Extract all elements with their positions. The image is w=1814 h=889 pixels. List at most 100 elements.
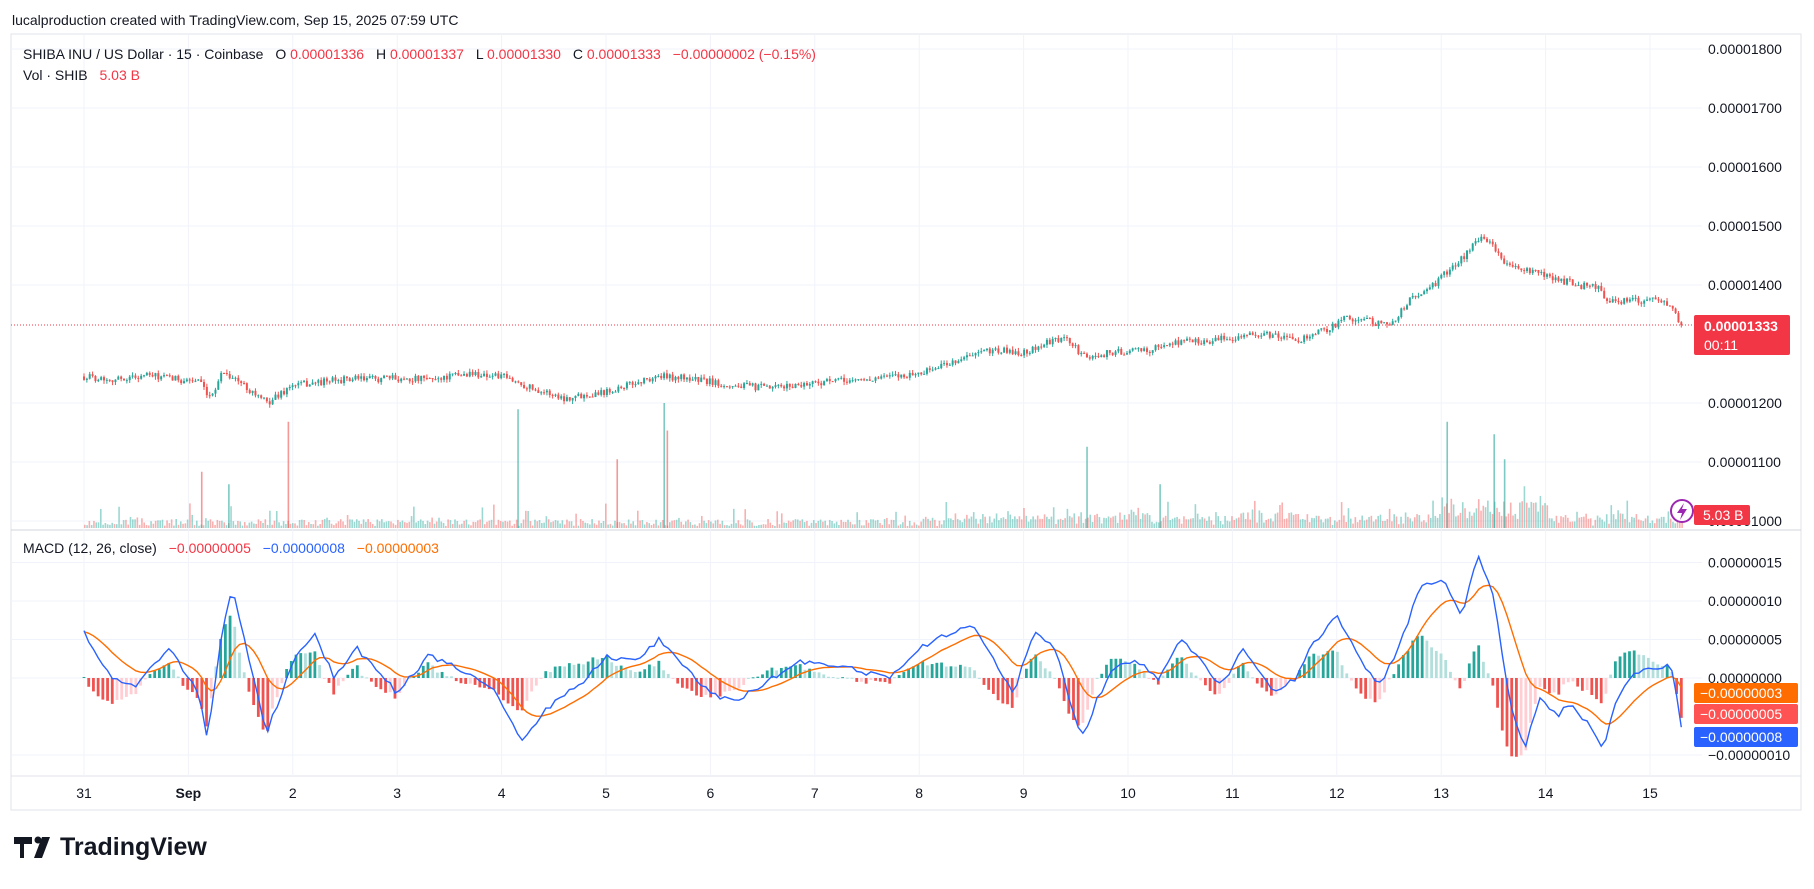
volume-bar: [1425, 522, 1427, 528]
candle-body: [1337, 320, 1340, 328]
volume-bar: [698, 523, 701, 528]
tradingview-logo-text: TradingView: [60, 833, 207, 861]
volume-bar: [874, 520, 877, 528]
candle-body: [900, 374, 903, 378]
candle-body: [154, 373, 157, 377]
volume-bar: [742, 525, 744, 528]
volume-bar: [193, 525, 196, 528]
hist-badge-bg: [1694, 704, 1798, 724]
volume-bar: [419, 519, 422, 528]
macd-histogram-bar: [619, 665, 623, 678]
macd-histogram-bar: [1359, 678, 1363, 694]
volume-bar: [541, 523, 543, 528]
candle-body: [1494, 244, 1497, 252]
candle-body: [1451, 265, 1454, 270]
volume-bar: [1299, 519, 1302, 528]
volume-value: 5.03 B: [99, 67, 139, 83]
volume-bar: [454, 519, 456, 528]
volume-bar: [673, 520, 676, 528]
volume-bar: [109, 524, 111, 528]
candle-body: [443, 375, 446, 380]
volume-bar: [616, 459, 619, 528]
volume-bar: [831, 521, 833, 528]
macd-histogram-bar: [596, 659, 599, 678]
candle-body: [1108, 350, 1111, 353]
candle-body: [168, 375, 171, 377]
volume-bar: [1359, 519, 1361, 528]
candle-body: [1231, 340, 1234, 342]
volume-bar: [1642, 521, 1645, 528]
volume-bar: [678, 517, 680, 528]
volume-bar: [93, 520, 95, 528]
volume-bar: [376, 519, 379, 528]
volume-bar: [1091, 521, 1094, 528]
candle-body: [540, 392, 543, 394]
volume-bar: [915, 524, 918, 528]
candle-body: [1325, 329, 1328, 333]
candle-body: [423, 375, 426, 378]
candle-body: [640, 382, 643, 384]
volume-bar: [1260, 512, 1263, 528]
volume-bar: [822, 521, 824, 528]
volume-bar: [1068, 516, 1071, 528]
candle-body: [225, 372, 228, 374]
candle-body: [1563, 278, 1566, 285]
candle-body: [988, 348, 991, 354]
volume-bar: [413, 506, 415, 528]
volume-bar: [248, 522, 251, 528]
candle-body: [1671, 305, 1674, 309]
macd-histogram-bar: [1128, 663, 1132, 678]
candle-body: [1368, 317, 1371, 319]
candle-body: [811, 381, 814, 384]
macd-histogram-bar: [1175, 657, 1179, 678]
candle-body: [1171, 343, 1174, 345]
macd-histogram-bar: [1656, 664, 1660, 678]
macd-histogram-bar: [808, 668, 812, 678]
volume-bar: [1391, 521, 1393, 528]
candle-body: [1463, 256, 1466, 260]
volume-bar: [371, 523, 374, 528]
macd-histogram-bar: [1133, 663, 1137, 678]
volume-bar: [1571, 521, 1574, 528]
volume-bar: [858, 519, 861, 528]
volume-bar: [136, 517, 139, 528]
volume-bar: [1317, 515, 1320, 528]
candle-body: [460, 375, 463, 377]
volume-bar: [406, 522, 408, 528]
macd-histogram-bar: [817, 672, 821, 678]
macd-histogram-bar: [1401, 655, 1405, 678]
macd-histogram-bar: [1255, 678, 1259, 684]
volume-bar: [1450, 498, 1453, 528]
volume-bar: [911, 525, 913, 528]
lightning-icon-bolt: [1677, 503, 1687, 520]
macd-histogram-bar: [1062, 678, 1066, 702]
candle-body: [663, 373, 666, 379]
macd-histogram-bar: [883, 678, 887, 683]
volume-bar: [1162, 517, 1165, 528]
macd-histogram-bar: [1486, 673, 1490, 678]
macd-histogram-bar: [516, 678, 519, 711]
macd-histogram-bar: [421, 665, 425, 678]
volume-bar: [1640, 520, 1642, 528]
candle-body: [120, 376, 123, 379]
macd-histogram-bar: [902, 672, 906, 678]
lightning-icon[interactable]: [1670, 499, 1694, 523]
volume-bar: [570, 521, 573, 528]
volume-bar: [746, 519, 749, 528]
volume-bar: [1272, 521, 1274, 528]
volume-bar: [145, 525, 148, 528]
candle-body: [1185, 338, 1188, 341]
candle-body: [1225, 339, 1228, 341]
candle-body: [660, 375, 663, 379]
macd-histogram-bar: [1411, 640, 1415, 678]
candle-body: [1611, 299, 1614, 303]
candle-body: [891, 374, 894, 376]
volume-bar: [296, 525, 299, 528]
tradingview-logo[interactable]: TradingView: [14, 833, 207, 861]
volume-bar: [198, 525, 200, 528]
volume-bar: [609, 523, 612, 528]
candle-body: [1454, 265, 1457, 267]
volume-bar: [760, 524, 763, 528]
candle-body: [297, 383, 300, 386]
